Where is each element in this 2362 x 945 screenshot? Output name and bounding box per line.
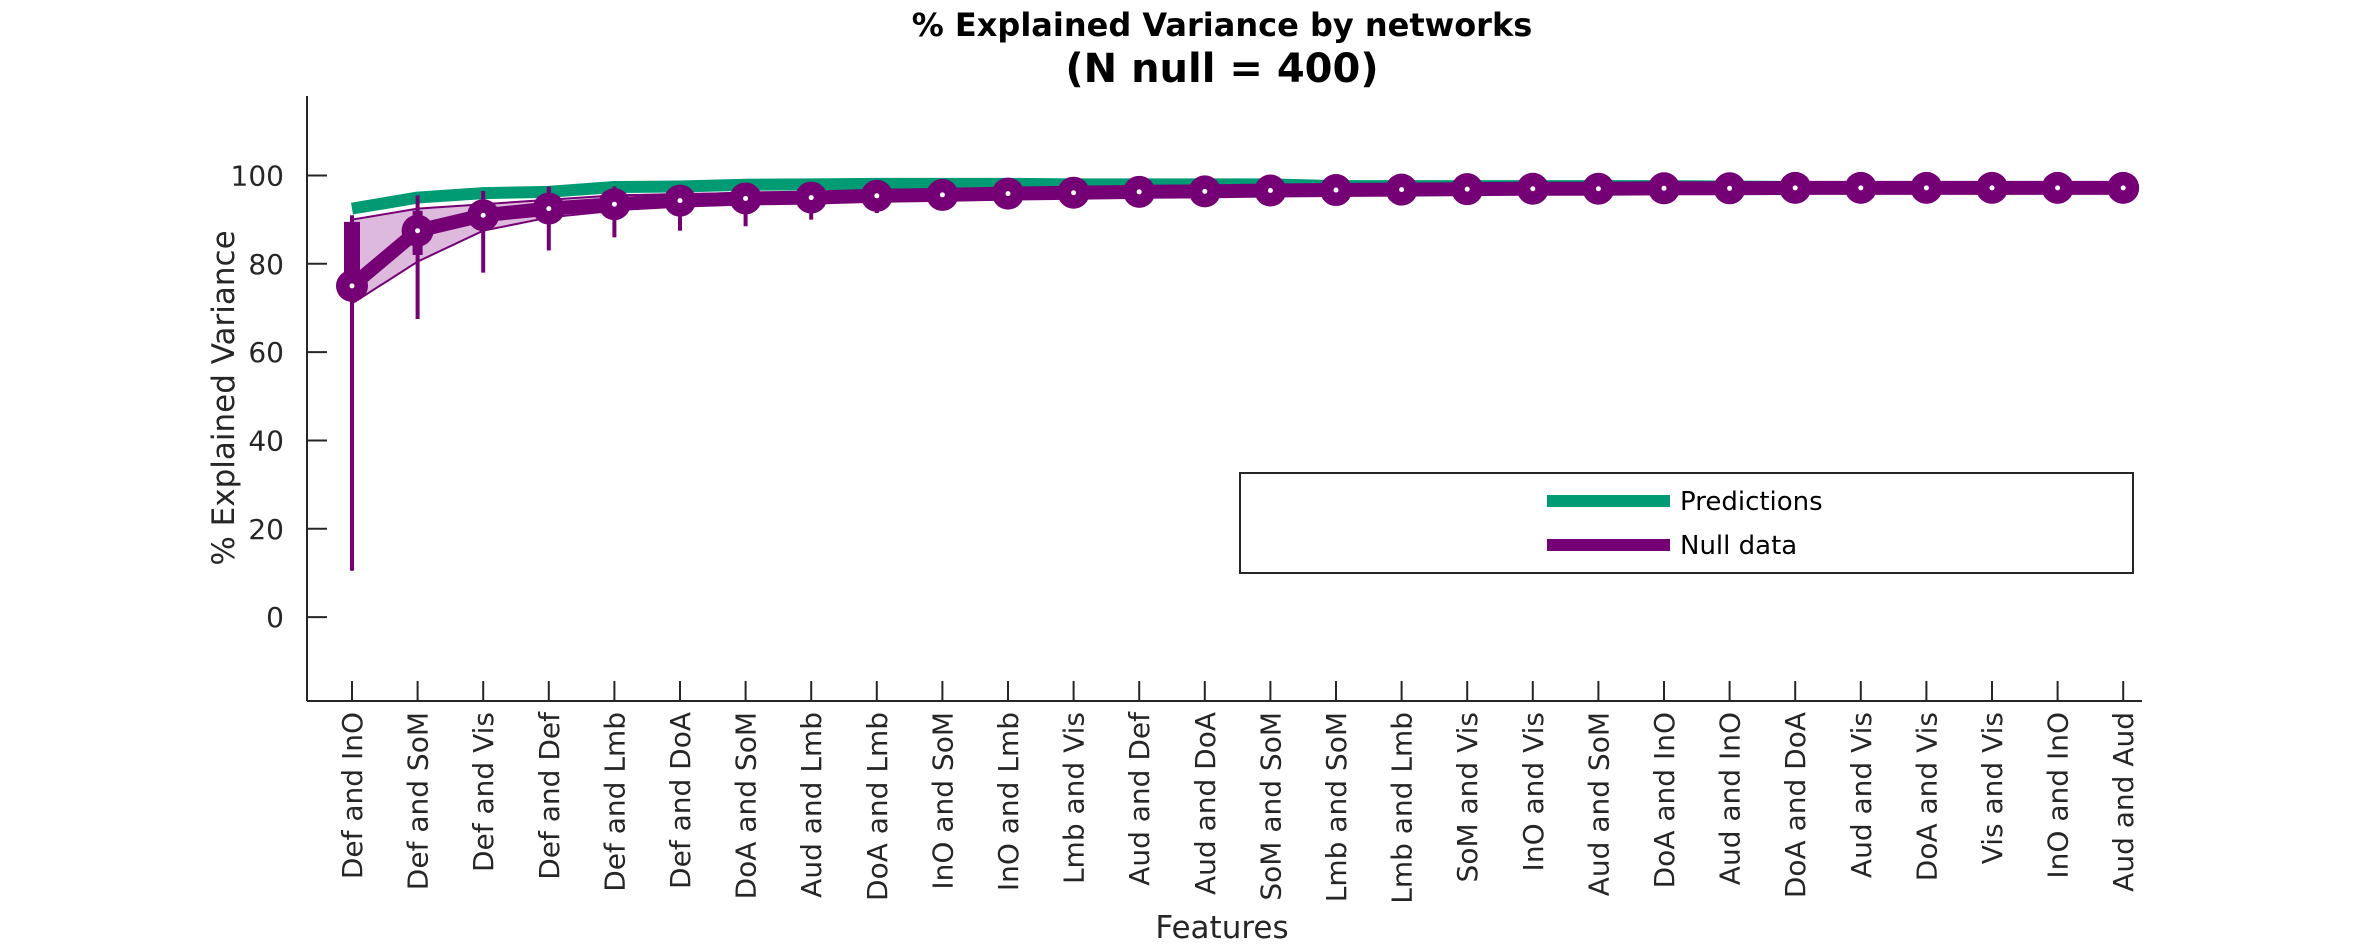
null-data-point-center bbox=[1792, 185, 1798, 191]
y-tick-label-20: 20 bbox=[248, 513, 284, 546]
null-data-point-center bbox=[1071, 190, 1077, 196]
x-tick-label: Def and SoM bbox=[402, 712, 435, 890]
x-tick-label: Def and Vis bbox=[467, 712, 500, 872]
null-data-point-center bbox=[2055, 185, 2061, 191]
x-tick-label: Vis and Vis bbox=[1976, 712, 2009, 864]
x-tick-label: DoA and Lmb bbox=[861, 712, 894, 901]
null-data-point-center bbox=[1595, 186, 1601, 192]
x-tick-label: Aud and Def bbox=[1123, 711, 1156, 886]
null-data-point-center bbox=[1923, 185, 1929, 191]
x-tick-label: Aud and Vis bbox=[1845, 712, 1878, 878]
x-tick-label: DoA and InO bbox=[1648, 712, 1681, 888]
x-tick-label: Def and Lmb bbox=[598, 712, 631, 892]
null-data-point-center bbox=[480, 212, 486, 218]
legend: Predictions Null data bbox=[1239, 472, 2134, 574]
null-data-point-center bbox=[1333, 187, 1339, 193]
x-tick-label: Lmb and Vis bbox=[1058, 712, 1091, 884]
null-data-point-center bbox=[415, 228, 421, 234]
x-tick-label: Aud and InO bbox=[1714, 712, 1747, 885]
null-data-point-center bbox=[1005, 191, 1011, 197]
y-tick-label-100: 100 bbox=[231, 159, 284, 192]
x-tick-label: Def and InO bbox=[336, 712, 369, 879]
null-data-point-center bbox=[546, 206, 552, 212]
x-tick-label: InO and SoM bbox=[926, 712, 959, 890]
x-tick-label: InO and InO bbox=[2042, 712, 2075, 879]
chart-subtitle: (N null = 400) bbox=[1065, 46, 1378, 92]
null-data-point-center bbox=[808, 195, 814, 201]
chart-title: % Explained Variance by networks bbox=[912, 6, 1533, 44]
x-tick-label: SoM and Vis bbox=[1451, 712, 1484, 882]
x-tick-label: Aud and SoM bbox=[1582, 712, 1615, 896]
y-tick-label-60: 60 bbox=[248, 336, 284, 369]
null-data-point-center bbox=[743, 195, 749, 201]
y-axis-label: % Explained Variance bbox=[206, 230, 242, 565]
x-axis-label: Features bbox=[1155, 910, 1288, 945]
null-data-point-center bbox=[1136, 189, 1142, 195]
x-tick-label: Lmb and Lmb bbox=[1386, 712, 1419, 904]
x-tick-label: InO and Vis bbox=[1517, 712, 1550, 871]
null-data-point-center bbox=[1858, 185, 1864, 191]
null-data-point-center bbox=[939, 192, 945, 198]
legend-label-predictions: Predictions bbox=[1680, 487, 1823, 517]
null-data-point-center bbox=[1464, 186, 1470, 192]
x-tick-label: Def and Def bbox=[533, 711, 566, 880]
series-null-data-line bbox=[347, 180, 2124, 292]
null-data-point-center bbox=[1399, 187, 1405, 193]
legend-label-null-data: Null data bbox=[1680, 531, 1797, 561]
x-tick-label: Aud and Aud bbox=[2107, 712, 2140, 892]
null-data-point-center bbox=[677, 198, 683, 204]
legend-box bbox=[1239, 472, 2134, 574]
y-axis-ticks: 0 20 40 60 80 100 bbox=[231, 159, 327, 634]
null-data-point-center bbox=[1530, 186, 1536, 192]
y-tick-label-40: 40 bbox=[248, 424, 284, 457]
null-data-point-center bbox=[874, 193, 880, 199]
x-tick-label: DoA and SoM bbox=[730, 712, 763, 899]
null-data-point-center bbox=[611, 201, 617, 207]
null-data-point-center bbox=[349, 283, 355, 289]
x-tick-label: DoA and Vis bbox=[1910, 712, 1943, 881]
null-data-point-center bbox=[1989, 185, 1995, 191]
x-tick-label: DoA and DoA bbox=[1779, 712, 1812, 898]
x-tick-label: Lmb and SoM bbox=[1320, 712, 1353, 902]
null-data-point-center bbox=[1661, 185, 1667, 191]
y-tick-label-80: 80 bbox=[248, 248, 284, 281]
null-data-point-center bbox=[1267, 188, 1273, 194]
x-axis-ticks: Def and InO Def and SoM Def and Vis Def and… bbox=[336, 681, 2140, 904]
null-data-point-center bbox=[1202, 188, 1208, 194]
null-data-point-center bbox=[1727, 185, 1733, 191]
x-tick-label: Aud and Lmb bbox=[795, 712, 828, 898]
x-tick-label: InO and Lmb bbox=[992, 712, 1025, 891]
y-tick-label-0: 0 bbox=[266, 601, 284, 634]
null-data-point-center bbox=[2120, 185, 2126, 191]
plot-area bbox=[336, 171, 2140, 571]
x-tick-label: SoM and SoM bbox=[1254, 712, 1287, 901]
x-tick-label: Def and DoA bbox=[664, 712, 697, 889]
x-tick-label: Aud and DoA bbox=[1189, 712, 1222, 895]
